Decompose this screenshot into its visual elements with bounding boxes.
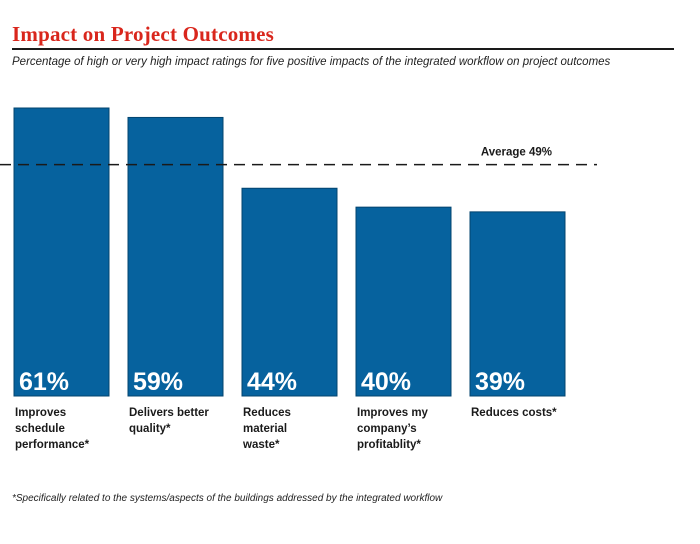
- category-label-3-line-1: Reduces: [243, 407, 291, 419]
- title-rule: [12, 48, 674, 50]
- category-label-3-line-2: material: [243, 423, 287, 435]
- bar-1: [13, 107, 110, 397]
- category-label-3-line-3: waste*: [242, 439, 280, 451]
- average-label: Average 49%: [481, 147, 552, 159]
- bar-3: [241, 187, 338, 397]
- bar-4: [355, 206, 452, 397]
- value-label-4: 40%: [361, 368, 411, 396]
- category-label-1-line-2: schedule: [15, 423, 65, 435]
- category-label-5-line-1: Reduces costs*: [471, 407, 557, 419]
- chart-title: Impact on Project Outcomes: [12, 22, 274, 46]
- footnote: *Specifically related to the systems/asp…: [12, 493, 443, 504]
- value-label-3: 44%: [247, 368, 297, 396]
- category-label-2-line-2: quality*: [129, 423, 171, 435]
- value-label-1: 61%: [19, 368, 69, 396]
- category-label-4-line-2: company’s: [357, 423, 417, 435]
- category-label-2-line-1: Delivers better: [129, 407, 209, 419]
- value-label-2: 59%: [133, 368, 183, 396]
- bar-2: [127, 116, 224, 397]
- category-label-4-line-3: profitablity*: [357, 439, 421, 451]
- category-label-1-line-1: Improves: [15, 407, 66, 419]
- category-label-1-line-3: performance*: [15, 439, 90, 451]
- chart-subtitle: Percentage of high or very high impact r…: [12, 56, 611, 68]
- category-label-4-line-1: Improves my: [357, 407, 429, 419]
- value-label-5: 39%: [475, 368, 525, 396]
- bar-5: [469, 211, 566, 397]
